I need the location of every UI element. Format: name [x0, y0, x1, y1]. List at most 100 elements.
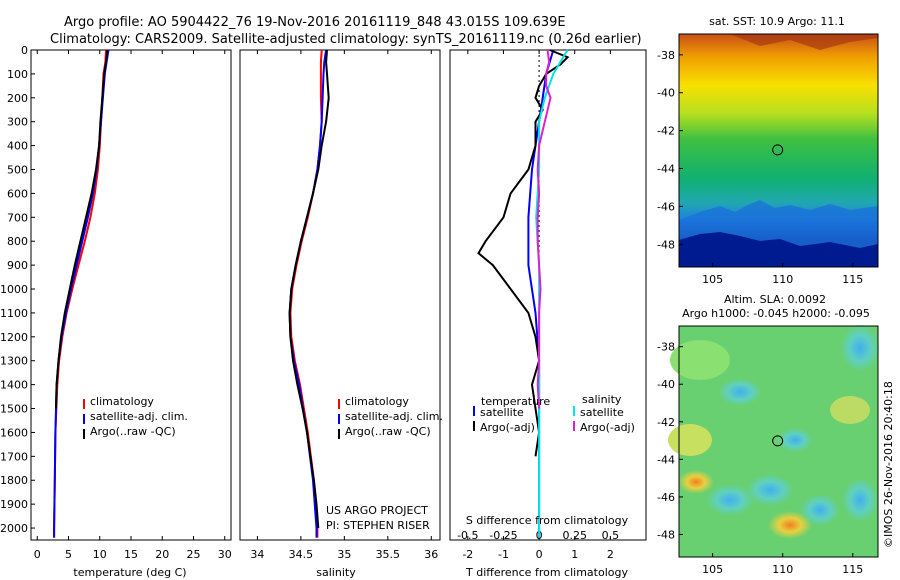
sla-feature — [840, 324, 880, 372]
salinity-plot-area — [239, 49, 441, 541]
sla-feature — [746, 474, 794, 506]
legend-label-argo: Argo(..raw -QC) — [90, 425, 176, 438]
lat-tick-label: -38 — [657, 49, 675, 62]
x-tick-label: 25 — [187, 548, 201, 561]
lat-tick-label: -44 — [657, 453, 675, 466]
lat-tick-label: -48 — [657, 528, 675, 541]
lat-tick-label: -42 — [657, 416, 675, 429]
legend-label-argo: Argo(..raw -QC) — [345, 425, 431, 438]
temperature-series — [53, 49, 110, 538]
legend-label-sal-satellite: satellite — [580, 406, 624, 419]
y-tick-label: 1900 — [0, 498, 28, 511]
y-tick-label: 1400 — [0, 379, 28, 392]
sla-latitude-axis: -38 -40 -42 -44 -46 -48 — [657, 341, 683, 541]
salinity-panel: 34 34.5 35 35.5 36 salinity climatology sate… — [239, 49, 443, 579]
y-tick-label: 1600 — [0, 426, 28, 439]
y-tick-label: 1800 — [0, 474, 28, 487]
y-tick-label: 500 — [7, 164, 28, 177]
difference-series — [477, 49, 570, 538]
x-tick-label: 35 — [337, 548, 351, 561]
legend-heading-temperature: temperature — [481, 395, 550, 408]
salinity-series — [288, 49, 330, 538]
lat-tick-label: -42 — [657, 125, 675, 138]
temperature-axis: 0 5 10 15 20 25 30 — [34, 50, 232, 561]
lon-tick-label: 110 — [772, 563, 793, 576]
s-tick-label: 0.25 — [562, 529, 587, 542]
s-tick-label: -0.5 — [457, 529, 478, 542]
y-tick-label: 1300 — [0, 355, 28, 368]
lon-tick-label: 115 — [842, 563, 863, 576]
difference-legend: temperature satellite Argo(-adj) salinit… — [473, 393, 635, 434]
y-tick-label: 200 — [7, 92, 28, 105]
temperature-plot-area — [30, 49, 232, 541]
sla-feature — [842, 478, 878, 522]
y-tick-label: 900 — [7, 259, 28, 272]
y-tick-label: 1200 — [0, 331, 28, 344]
sla-map-panel: Altim. SLA: 0.0092 Argo h1000: -0.045 h2… — [657, 293, 880, 576]
legend-label-temp-argo: Argo(-adj) — [480, 421, 535, 434]
sst-map-frame — [678, 33, 879, 268]
sst-warm-region — [700, 34, 878, 50]
legend-label-satellite: satellite-adj. clim. — [345, 410, 443, 423]
pi-annotation: PI: STEPHEN RISER — [326, 519, 430, 532]
lat-tick-label: -44 — [657, 162, 675, 175]
sla-map-title: Altim. SLA: 0.0092 — [724, 293, 826, 306]
x-tick-label: 30 — [218, 548, 232, 561]
lon-tick-label: 105 — [702, 273, 723, 286]
argo-location-marker — [772, 144, 784, 156]
t-difference-axis-label: T difference from climatology — [465, 566, 628, 579]
y-tick-label: 1100 — [0, 307, 28, 320]
series-line-2 — [288, 49, 330, 529]
y-tick-label: 400 — [7, 140, 28, 153]
t-difference-axis: -2 -1 0 1 2 — [462, 50, 614, 561]
series-line-2 — [55, 49, 109, 409]
y-tick-label: 700 — [7, 211, 28, 224]
sla-feature — [777, 428, 813, 452]
s-tick-label: -0.25 — [489, 529, 517, 542]
x-tick-label: 35.5 — [376, 548, 401, 561]
argo-location-marker — [772, 435, 784, 447]
sla-map-frame — [678, 325, 879, 558]
legend-label-satellite: satellite-adj. clim. — [90, 410, 188, 423]
x-tick-label: 36 — [424, 548, 438, 561]
salinity-axis: 34 34.5 35 35.5 36 — [250, 50, 438, 561]
x-tick-label: 15 — [124, 548, 138, 561]
y-tick-label: 800 — [7, 235, 28, 248]
sla-feature — [670, 340, 730, 380]
project-annotation: US ARGO PROJECT — [326, 504, 428, 517]
temperature-legend: climatology satellite-adj. clim. Argo(..… — [83, 395, 188, 439]
difference-plot-area — [449, 49, 647, 541]
sla-longitude-axis: 105 110 115 — [702, 553, 863, 576]
sla-feature — [706, 484, 754, 516]
x-tick-label: -1 — [498, 548, 509, 561]
lat-tick-label: -48 — [657, 238, 675, 251]
difference-panel: -2 -1 0 1 2 -0.5 -0.25 0 0.25 0.5 T difference f… — [449, 49, 647, 579]
salinity-axis-label: salinity — [316, 566, 356, 579]
s-difference-axis-label: S difference from climatology — [466, 514, 629, 527]
legend-label-sal-argo: Argo(-adj) — [580, 421, 635, 434]
lon-tick-label: 110 — [772, 273, 793, 286]
header-line-2: Climatology: CARS2009. Satellite-adjuste… — [50, 32, 642, 47]
x-tick-label: 34 — [250, 548, 264, 561]
lat-tick-label: -38 — [657, 341, 675, 354]
lat-tick-label: -40 — [657, 378, 675, 391]
x-tick-label: 10 — [93, 548, 107, 561]
sst-latitude-axis: -38 -40 -42 -44 -46 -48 — [657, 49, 683, 251]
y-tick-label: 300 — [7, 116, 28, 129]
y-tick-label: 1500 — [0, 403, 28, 416]
x-tick-label: 0 — [536, 548, 543, 561]
y-tick-label: 0 — [21, 44, 28, 57]
y-tick-label: 2000 — [0, 522, 28, 535]
sla-feature — [800, 494, 840, 526]
temperature-panel: 0100200300400500600700800900100011001200… — [0, 44, 232, 579]
x-tick-label: 0 — [34, 548, 41, 561]
sst-longitude-axis: 105 110 115 — [702, 263, 863, 286]
x-tick-label: 5 — [65, 548, 72, 561]
header-line-1: Argo profile: AO 5904422_76 19-Nov-2016 … — [64, 15, 566, 30]
x-tick-label: 1 — [571, 548, 578, 561]
lat-tick-label: -46 — [657, 200, 675, 213]
diff-series-line-3 — [536, 49, 552, 409]
x-tick-label: -2 — [462, 548, 473, 561]
lat-tick-label: -40 — [657, 87, 675, 100]
